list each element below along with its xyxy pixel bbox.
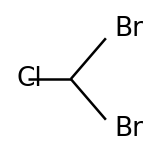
Text: Br: Br bbox=[114, 116, 143, 142]
Text: Cl: Cl bbox=[17, 66, 43, 92]
Text: Br: Br bbox=[114, 16, 143, 42]
